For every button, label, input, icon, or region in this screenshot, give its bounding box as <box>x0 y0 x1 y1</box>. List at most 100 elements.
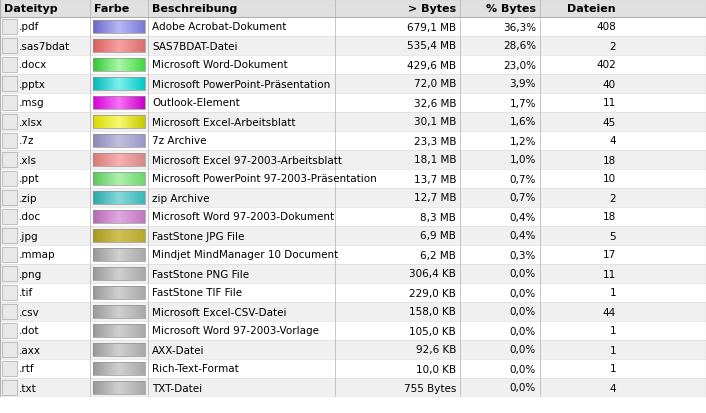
Text: 306,4 KB: 306,4 KB <box>409 269 456 279</box>
Text: 755 Bytes: 755 Bytes <box>404 382 456 392</box>
Bar <box>2 20 17 35</box>
Text: 0,7%: 0,7% <box>510 174 536 184</box>
Text: Dateityp: Dateityp <box>4 4 58 14</box>
Text: 2: 2 <box>609 41 616 51</box>
Bar <box>0 340 706 359</box>
Text: 0,0%: 0,0% <box>510 269 536 279</box>
Text: 1: 1 <box>609 288 616 298</box>
Text: 40: 40 <box>603 79 616 89</box>
Text: 0,4%: 0,4% <box>510 231 536 241</box>
Text: 402: 402 <box>597 60 616 70</box>
Text: 6,9 MB: 6,9 MB <box>420 231 456 241</box>
Text: Microsoft Word 97-2003-Vorlage: Microsoft Word 97-2003-Vorlage <box>152 326 319 336</box>
Bar <box>2 171 17 187</box>
Text: 4: 4 <box>609 382 616 392</box>
Bar <box>0 113 706 132</box>
Bar <box>93 59 145 72</box>
Text: .tif: .tif <box>19 288 33 298</box>
Bar <box>0 18 706 37</box>
Bar <box>0 94 706 113</box>
Bar <box>93 154 145 166</box>
Bar <box>93 173 145 185</box>
Text: 229,0 KB: 229,0 KB <box>409 288 456 298</box>
Text: Microsoft PowerPoint 97-2003-Präsentation: Microsoft PowerPoint 97-2003-Präsentatio… <box>152 174 377 184</box>
Text: 8,3 MB: 8,3 MB <box>420 212 456 222</box>
Text: 0,0%: 0,0% <box>510 382 536 392</box>
Text: 11: 11 <box>603 98 616 108</box>
Bar <box>0 302 706 321</box>
Text: .csv: .csv <box>19 307 40 317</box>
Bar <box>0 359 706 378</box>
Text: 1,2%: 1,2% <box>510 136 536 146</box>
Bar <box>93 211 145 223</box>
Text: Microsoft Excel-Arbeitsblatt: Microsoft Excel-Arbeitsblatt <box>152 117 296 127</box>
Text: 0,0%: 0,0% <box>510 345 536 355</box>
Text: 17: 17 <box>603 250 616 260</box>
Text: 7z Archive: 7z Archive <box>152 136 206 146</box>
Text: 18: 18 <box>603 212 616 222</box>
Text: .docx: .docx <box>19 60 47 70</box>
Bar <box>2 266 17 281</box>
Text: 5: 5 <box>609 231 616 241</box>
Text: 679,1 MB: 679,1 MB <box>407 22 456 33</box>
Text: Outlook-Element: Outlook-Element <box>152 98 240 108</box>
Bar <box>2 115 17 130</box>
Text: Microsoft Word-Dokument: Microsoft Word-Dokument <box>152 60 287 70</box>
Text: 10,0 KB: 10,0 KB <box>416 363 456 374</box>
Text: 44: 44 <box>603 307 616 317</box>
Text: 105,0 KB: 105,0 KB <box>409 326 456 336</box>
Text: .rtf: .rtf <box>19 363 35 374</box>
Text: 0,4%: 0,4% <box>510 212 536 222</box>
Text: > Bytes: > Bytes <box>408 4 456 14</box>
Bar <box>93 324 145 337</box>
Bar <box>2 134 17 149</box>
Bar <box>93 78 145 91</box>
Text: 535,4 MB: 535,4 MB <box>407 41 456 51</box>
Text: 11: 11 <box>603 269 616 279</box>
Text: FastStone JPG File: FastStone JPG File <box>152 231 244 241</box>
Bar <box>0 207 706 226</box>
Bar <box>93 40 145 53</box>
Text: 4: 4 <box>609 136 616 146</box>
Bar <box>2 304 17 319</box>
Bar <box>93 362 145 375</box>
Bar <box>2 380 17 395</box>
Text: Adobe Acrobat-Dokument: Adobe Acrobat-Dokument <box>152 22 287 33</box>
Text: 12,7 MB: 12,7 MB <box>414 193 456 203</box>
Bar <box>2 58 17 73</box>
Text: 1,7%: 1,7% <box>510 98 536 108</box>
Bar <box>93 21 145 34</box>
Text: 1: 1 <box>609 363 616 374</box>
Text: .txt: .txt <box>19 382 37 392</box>
Text: 1: 1 <box>609 345 616 355</box>
Text: Rich-Text-Format: Rich-Text-Format <box>152 363 239 374</box>
Text: .xlsx: .xlsx <box>19 117 43 127</box>
Text: 429,6 MB: 429,6 MB <box>407 60 456 70</box>
Text: .xls: .xls <box>19 155 37 165</box>
Text: zip Archive: zip Archive <box>152 193 210 203</box>
Text: 2: 2 <box>609 193 616 203</box>
Text: 0,0%: 0,0% <box>510 363 536 374</box>
Bar <box>0 56 706 75</box>
Text: 23,0%: 23,0% <box>503 60 536 70</box>
Text: 18,1 MB: 18,1 MB <box>414 155 456 165</box>
Text: 36,3%: 36,3% <box>503 22 536 33</box>
Bar <box>93 230 145 242</box>
Text: 10: 10 <box>603 174 616 184</box>
Text: .7z: .7z <box>19 136 35 146</box>
Bar <box>2 247 17 262</box>
Bar <box>0 283 706 302</box>
Bar <box>0 75 706 94</box>
Text: 3,9%: 3,9% <box>510 79 536 89</box>
Text: .sas7bdat: .sas7bdat <box>19 41 70 51</box>
Bar <box>2 361 17 376</box>
Bar <box>0 170 706 189</box>
Bar <box>93 305 145 318</box>
Text: 1,6%: 1,6% <box>510 117 536 127</box>
Bar <box>2 209 17 224</box>
Bar <box>2 342 17 357</box>
Text: 28,6%: 28,6% <box>503 41 536 51</box>
Text: 0,7%: 0,7% <box>510 193 536 203</box>
Bar <box>0 321 706 340</box>
Bar <box>93 381 145 394</box>
